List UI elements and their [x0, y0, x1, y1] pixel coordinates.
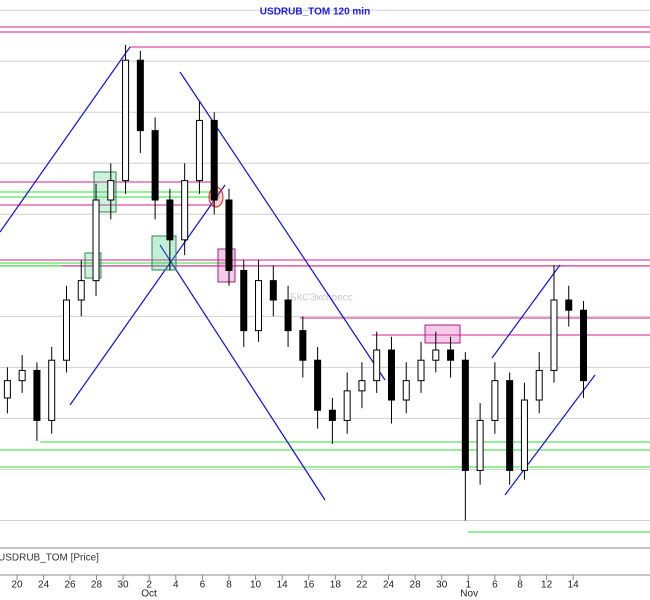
trend-line: [491, 264, 561, 359]
candle-body: [269, 280, 277, 301]
zone-box: [151, 235, 177, 271]
x-tick-label: 4: [173, 580, 179, 591]
x-tick-label: 28: [91, 580, 103, 591]
candle-body: [491, 380, 499, 421]
candle-body: [580, 309, 588, 382]
x-tick-label: 24: [383, 580, 395, 591]
candle-body: [402, 380, 410, 401]
x-tick-label: 1: [466, 580, 472, 591]
x-tick-label: 14: [277, 580, 289, 591]
grid: [0, 9, 650, 521]
candle-body: [565, 299, 573, 311]
trend-line: [159, 244, 326, 501]
x-tick-label: 8: [517, 580, 523, 591]
x-tick-label: 10: [250, 580, 262, 591]
candle-body: [92, 199, 100, 282]
x-tick-label: 22: [356, 580, 368, 591]
panel-label: USDRUB_TOM [Price]: [0, 553, 99, 564]
x-tick-label: 26: [64, 580, 76, 591]
candle-body: [476, 419, 484, 471]
month-label: Nov: [460, 589, 478, 600]
x-tick-label: 6: [200, 580, 206, 591]
candle-body: [62, 299, 70, 361]
candle-body: [373, 349, 381, 382]
candle-body: [550, 299, 558, 371]
candle-body: [284, 299, 292, 332]
x-tick-label: 2: [146, 580, 152, 591]
candle-body: [343, 390, 351, 421]
candle-body: [136, 59, 144, 132]
trend-line: [69, 184, 226, 406]
candle-body: [535, 369, 543, 401]
candle-body: [358, 380, 366, 392]
candle-body: [461, 359, 469, 471]
x-axis-labels: 20 24 26 28 30 2 4 6 8 10 14 16 18 22 24 28 30 1 6 8 12 14Oct…: [11, 575, 579, 600]
candle-body: [447, 349, 455, 361]
candle-body: [417, 359, 425, 382]
zone-box: [424, 324, 461, 344]
candle-body: [299, 330, 307, 361]
candle-body: [166, 199, 174, 241]
candle-body: [3, 380, 11, 399]
candle-body: [225, 199, 233, 271]
candle-body: [122, 59, 130, 182]
candle-body: [77, 280, 85, 301]
candle-body: [328, 409, 336, 421]
candles: [3, 44, 588, 521]
candle-body: [210, 119, 218, 201]
candle-body: [33, 369, 41, 421]
candle-body: [314, 359, 322, 411]
candle-body: [240, 269, 248, 332]
x-tick-label: 18: [330, 580, 342, 591]
x-tick-label: 30: [117, 580, 129, 591]
candle-body: [255, 280, 263, 332]
candle-body: [195, 119, 203, 182]
x-tick-label: 8: [226, 580, 232, 591]
candle-body: [107, 180, 115, 201]
candle-body: [151, 130, 159, 201]
candle-body: [18, 369, 26, 382]
candle-body: [48, 359, 56, 421]
chart-title: USDRUB_TOM 120 min: [260, 7, 370, 18]
x-tick-label: 28: [410, 580, 422, 591]
candle-body: [506, 380, 514, 471]
watermark: БКСЭкспресс: [290, 293, 353, 304]
trend-line: [504, 374, 596, 496]
x-tick-label: 16: [303, 580, 315, 591]
candle-body: [432, 349, 440, 361]
x-tick-label: 6: [492, 580, 498, 591]
trend-line: [0, 46, 131, 233]
candle-body: [181, 180, 189, 241]
x-tick-label: 12: [541, 580, 553, 591]
x-tick-label: 14: [568, 580, 580, 591]
candle-body: [520, 399, 528, 471]
x-tick-label: 24: [38, 580, 50, 591]
x-tick-label: 30: [436, 580, 448, 591]
x-tick-label: 20: [11, 580, 23, 591]
month-label: Oct: [141, 589, 157, 600]
candle-body: [387, 349, 395, 401]
